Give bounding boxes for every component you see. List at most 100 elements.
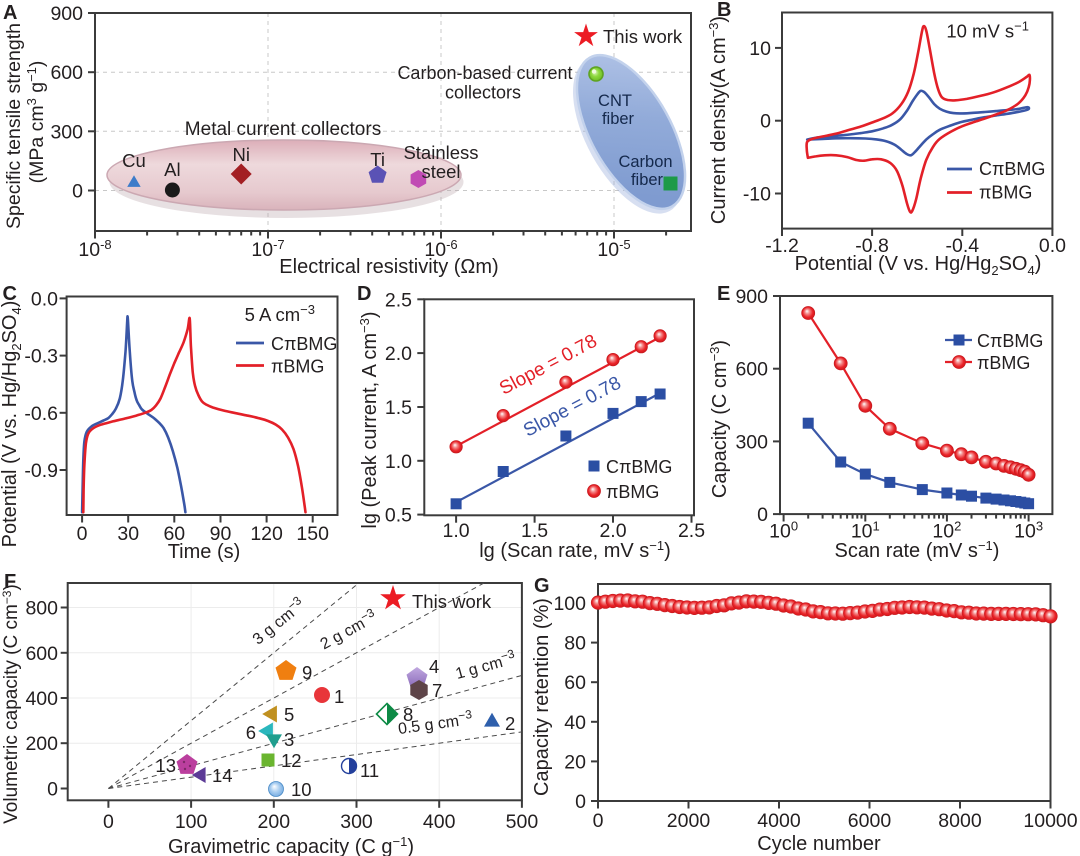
- svg-text:4000: 4000: [757, 810, 801, 832]
- svg-text:60: 60: [163, 523, 185, 545]
- svg-text:2 g cm−3: 2 g cm−3: [316, 605, 381, 653]
- svg-text:120: 120: [250, 523, 283, 545]
- svg-text:Carbon: Carbon: [618, 153, 672, 171]
- svg-text:lg (Peak current, A cm−3): lg (Peak current, A cm−3): [357, 311, 381, 528]
- svg-text:Potential (V vs. Hg/Hg2SO4): Potential (V vs. Hg/Hg2SO4): [795, 253, 1042, 278]
- svg-text:5 A cm−3: 5 A cm−3: [245, 302, 315, 325]
- svg-text:2.5: 2.5: [678, 520, 705, 542]
- svg-text:lg (Scan rate, mV s−1): lg (Scan rate, mV s−1): [479, 538, 671, 562]
- svg-text:3: 3: [284, 729, 294, 750]
- svg-text:2000: 2000: [667, 810, 711, 832]
- svg-text:Scan rate (mV s−1): Scan rate (mV s−1): [835, 538, 1000, 562]
- svg-text:100: 100: [553, 593, 586, 615]
- svg-text:2.0: 2.0: [385, 343, 412, 365]
- svg-text:CπBMG: CπBMG: [606, 457, 672, 477]
- svg-text:collectors: collectors: [445, 83, 521, 103]
- svg-text:0.5: 0.5: [385, 505, 412, 527]
- svg-text:0: 0: [47, 779, 58, 801]
- svg-text:0: 0: [77, 523, 88, 545]
- svg-text:Current density(A cm−3): Current density(A cm−3): [706, 16, 730, 224]
- svg-text:1.0: 1.0: [443, 520, 470, 542]
- svg-text:This work: This work: [412, 591, 492, 612]
- svg-text:Carbon-based current: Carbon-based current: [397, 63, 572, 83]
- svg-text:14: 14: [212, 765, 233, 786]
- svg-text:10000: 10000: [1023, 810, 1077, 832]
- svg-text:-10: -10: [743, 184, 771, 206]
- svg-text:Metal current collectors: Metal current collectors: [185, 119, 381, 140]
- svg-text:-0.3: -0.3: [24, 346, 58, 368]
- svg-text:πBMG: πBMG: [606, 482, 659, 502]
- svg-text:8000: 8000: [938, 810, 982, 832]
- svg-text:3 g cm−3: 3 g cm−3: [247, 593, 308, 648]
- svg-text:Gravimetric capacity (C g−1): Gravimetric capacity (C g−1): [168, 834, 414, 856]
- svg-text:1 g cm−3: 1 g cm−3: [453, 646, 518, 683]
- svg-text:7: 7: [432, 680, 442, 701]
- svg-text:B: B: [717, 0, 731, 21]
- svg-text:Ni: Ni: [232, 144, 249, 165]
- svg-text:CπBMG: CπBMG: [977, 331, 1043, 351]
- svg-text:1.5: 1.5: [521, 520, 548, 542]
- svg-text:-0.6: -0.6: [24, 403, 58, 425]
- svg-text:0: 0: [757, 504, 768, 526]
- svg-text:πBMG: πBMG: [979, 183, 1032, 203]
- svg-text:30: 30: [117, 523, 139, 545]
- svg-text:200: 200: [25, 733, 58, 755]
- svg-text:0: 0: [103, 811, 114, 833]
- svg-text:10-6: 10-6: [424, 237, 457, 261]
- svg-text:Al: Al: [164, 159, 180, 180]
- svg-text:8: 8: [403, 704, 413, 725]
- svg-text:D: D: [357, 283, 371, 305]
- svg-text:-0.4: -0.4: [945, 235, 979, 257]
- svg-text:10: 10: [291, 779, 312, 800]
- svg-text:Ti: Ti: [370, 149, 385, 170]
- svg-text:0: 0: [593, 810, 604, 832]
- svg-text:Potential (V vs. Hg/Hg2SO4): Potential (V vs. Hg/Hg2SO4): [0, 301, 24, 548]
- svg-text:4: 4: [429, 656, 439, 677]
- svg-text:0: 0: [760, 111, 771, 133]
- svg-text:90: 90: [210, 523, 232, 545]
- svg-text:Stainless: Stainless: [403, 142, 478, 163]
- svg-text:Capacity retention (%): Capacity retention (%): [531, 598, 553, 796]
- svg-text:Capacity (C cm−3): Capacity (C cm−3): [707, 340, 731, 498]
- svg-text:CπBMG: CπBMG: [271, 334, 337, 354]
- svg-text:fiber: fiber: [602, 110, 635, 128]
- svg-text:13: 13: [155, 755, 176, 776]
- svg-text:Cu: Cu: [122, 150, 146, 171]
- svg-text:πBMG: πBMG: [271, 357, 324, 377]
- svg-text:400: 400: [25, 688, 58, 710]
- svg-text:0.0: 0.0: [31, 288, 58, 310]
- svg-text:800: 800: [25, 598, 58, 620]
- svg-text:πBMG: πBMG: [977, 353, 1030, 373]
- svg-text:12: 12: [281, 750, 302, 771]
- svg-text:100: 100: [175, 811, 208, 833]
- svg-text:0.0: 0.0: [1039, 235, 1066, 257]
- svg-text:-1.2: -1.2: [765, 235, 799, 257]
- svg-text:600: 600: [25, 643, 58, 665]
- svg-text:60: 60: [564, 672, 586, 694]
- svg-text:10-8: 10-8: [78, 237, 111, 261]
- svg-text:10 mV s−1: 10 mV s−1: [946, 19, 1029, 42]
- svg-text:C: C: [3, 283, 17, 305]
- svg-text:-0.9: -0.9: [24, 460, 58, 482]
- svg-text:150: 150: [296, 523, 329, 545]
- svg-text:6: 6: [246, 722, 256, 743]
- svg-text:100: 100: [769, 519, 798, 543]
- svg-text:600: 600: [50, 62, 83, 84]
- svg-text:-0.8: -0.8: [855, 235, 889, 257]
- svg-text:200: 200: [258, 811, 291, 833]
- svg-text:20: 20: [564, 751, 586, 773]
- svg-text:600: 600: [735, 359, 768, 381]
- svg-text:Time (s): Time (s): [168, 541, 241, 563]
- svg-text:G: G: [534, 575, 550, 597]
- svg-text:10-5: 10-5: [597, 237, 630, 261]
- svg-text:This work: This work: [603, 26, 683, 47]
- svg-text:2.0: 2.0: [599, 520, 626, 542]
- svg-text:steel: steel: [421, 161, 460, 182]
- svg-text:2: 2: [505, 713, 515, 734]
- svg-text:5: 5: [284, 704, 294, 725]
- svg-text:11: 11: [360, 760, 379, 781]
- svg-text:fiber: fiber: [631, 171, 664, 189]
- svg-text:F: F: [4, 571, 16, 593]
- svg-text:102: 102: [932, 519, 961, 543]
- svg-text:900: 900: [50, 3, 83, 25]
